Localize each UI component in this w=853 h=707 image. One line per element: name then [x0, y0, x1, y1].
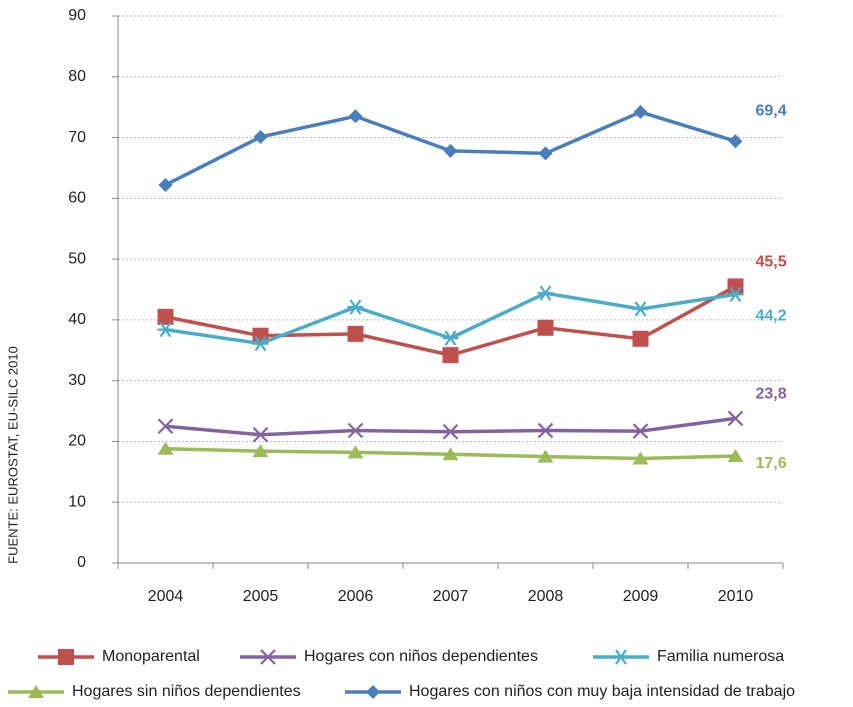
x-tick-label: 2006: [338, 588, 374, 605]
marker: [632, 451, 649, 465]
x-tick-label: 2007: [433, 588, 469, 605]
y-tick-label: 40: [68, 311, 86, 328]
marker: [442, 447, 459, 461]
legend-label: Hogares sin niños dependientes: [72, 683, 301, 700]
x-tick-label: 2009: [623, 588, 659, 605]
marker: [442, 347, 459, 364]
legend-label: Hogares con niños dependientes: [304, 648, 538, 665]
marker: [252, 426, 269, 443]
marker: [252, 335, 269, 352]
y-tick-label: 50: [68, 250, 86, 267]
legend-label: Familia numerosa: [657, 648, 784, 665]
data-label: 45,5: [756, 254, 787, 271]
y-tick-label: 0: [77, 554, 86, 571]
marker: [727, 410, 744, 427]
data-label: 69,4: [756, 102, 787, 119]
marker: [442, 423, 459, 440]
legend-label: Monoparental: [102, 648, 200, 665]
marker: [728, 134, 743, 149]
marker: [347, 445, 364, 459]
marker: [252, 444, 269, 458]
marker: [157, 308, 174, 325]
marker: [537, 449, 554, 463]
marker: [727, 449, 744, 463]
marker: [347, 325, 364, 342]
marker: [538, 146, 553, 161]
y-tick-label: 30: [68, 372, 86, 389]
x-tick-label: 2008: [528, 588, 564, 605]
marker: [253, 129, 268, 144]
legend-label: Hogares con niños con muy baja intensida…: [409, 683, 795, 700]
marker: [633, 105, 648, 120]
marker: [158, 177, 173, 192]
marker: [632, 301, 649, 317]
series-line: [165, 291, 736, 346]
marker: [58, 649, 74, 665]
source-note: FUENTE: EUROSTAT, EU-SILC 2010: [5, 346, 20, 564]
marker: [443, 143, 458, 158]
marker: [366, 685, 380, 699]
marker: [28, 685, 44, 698]
x-tick-label: 2010: [718, 588, 754, 605]
marker: [537, 422, 554, 439]
marker: [632, 330, 649, 347]
marker: [632, 423, 649, 439]
marker: [347, 422, 364, 439]
x-tick-label: 2004: [148, 588, 184, 605]
data-label: 17,6: [756, 455, 787, 472]
x-tick-label: 2005: [243, 588, 279, 605]
marker: [157, 441, 174, 455]
series-line: [165, 284, 737, 357]
y-tick-label: 60: [68, 190, 86, 207]
y-tick-label: 80: [68, 68, 86, 85]
marker: [613, 649, 629, 665]
y-tick-label: 70: [68, 129, 86, 146]
data-label: 44,2: [756, 308, 787, 325]
marker: [157, 418, 174, 435]
marker: [537, 319, 554, 336]
marker: [260, 649, 276, 665]
data-label: 23,8: [756, 386, 787, 403]
marker: [348, 109, 363, 124]
y-tick-label: 90: [68, 7, 86, 24]
marker: [442, 330, 459, 346]
marker: [157, 321, 174, 338]
marker: [727, 278, 744, 295]
marker: [347, 299, 364, 315]
y-tick-label: 20: [68, 433, 86, 450]
y-tick-label: 10: [68, 493, 86, 510]
marker: [727, 286, 744, 303]
marker: [537, 285, 554, 301]
